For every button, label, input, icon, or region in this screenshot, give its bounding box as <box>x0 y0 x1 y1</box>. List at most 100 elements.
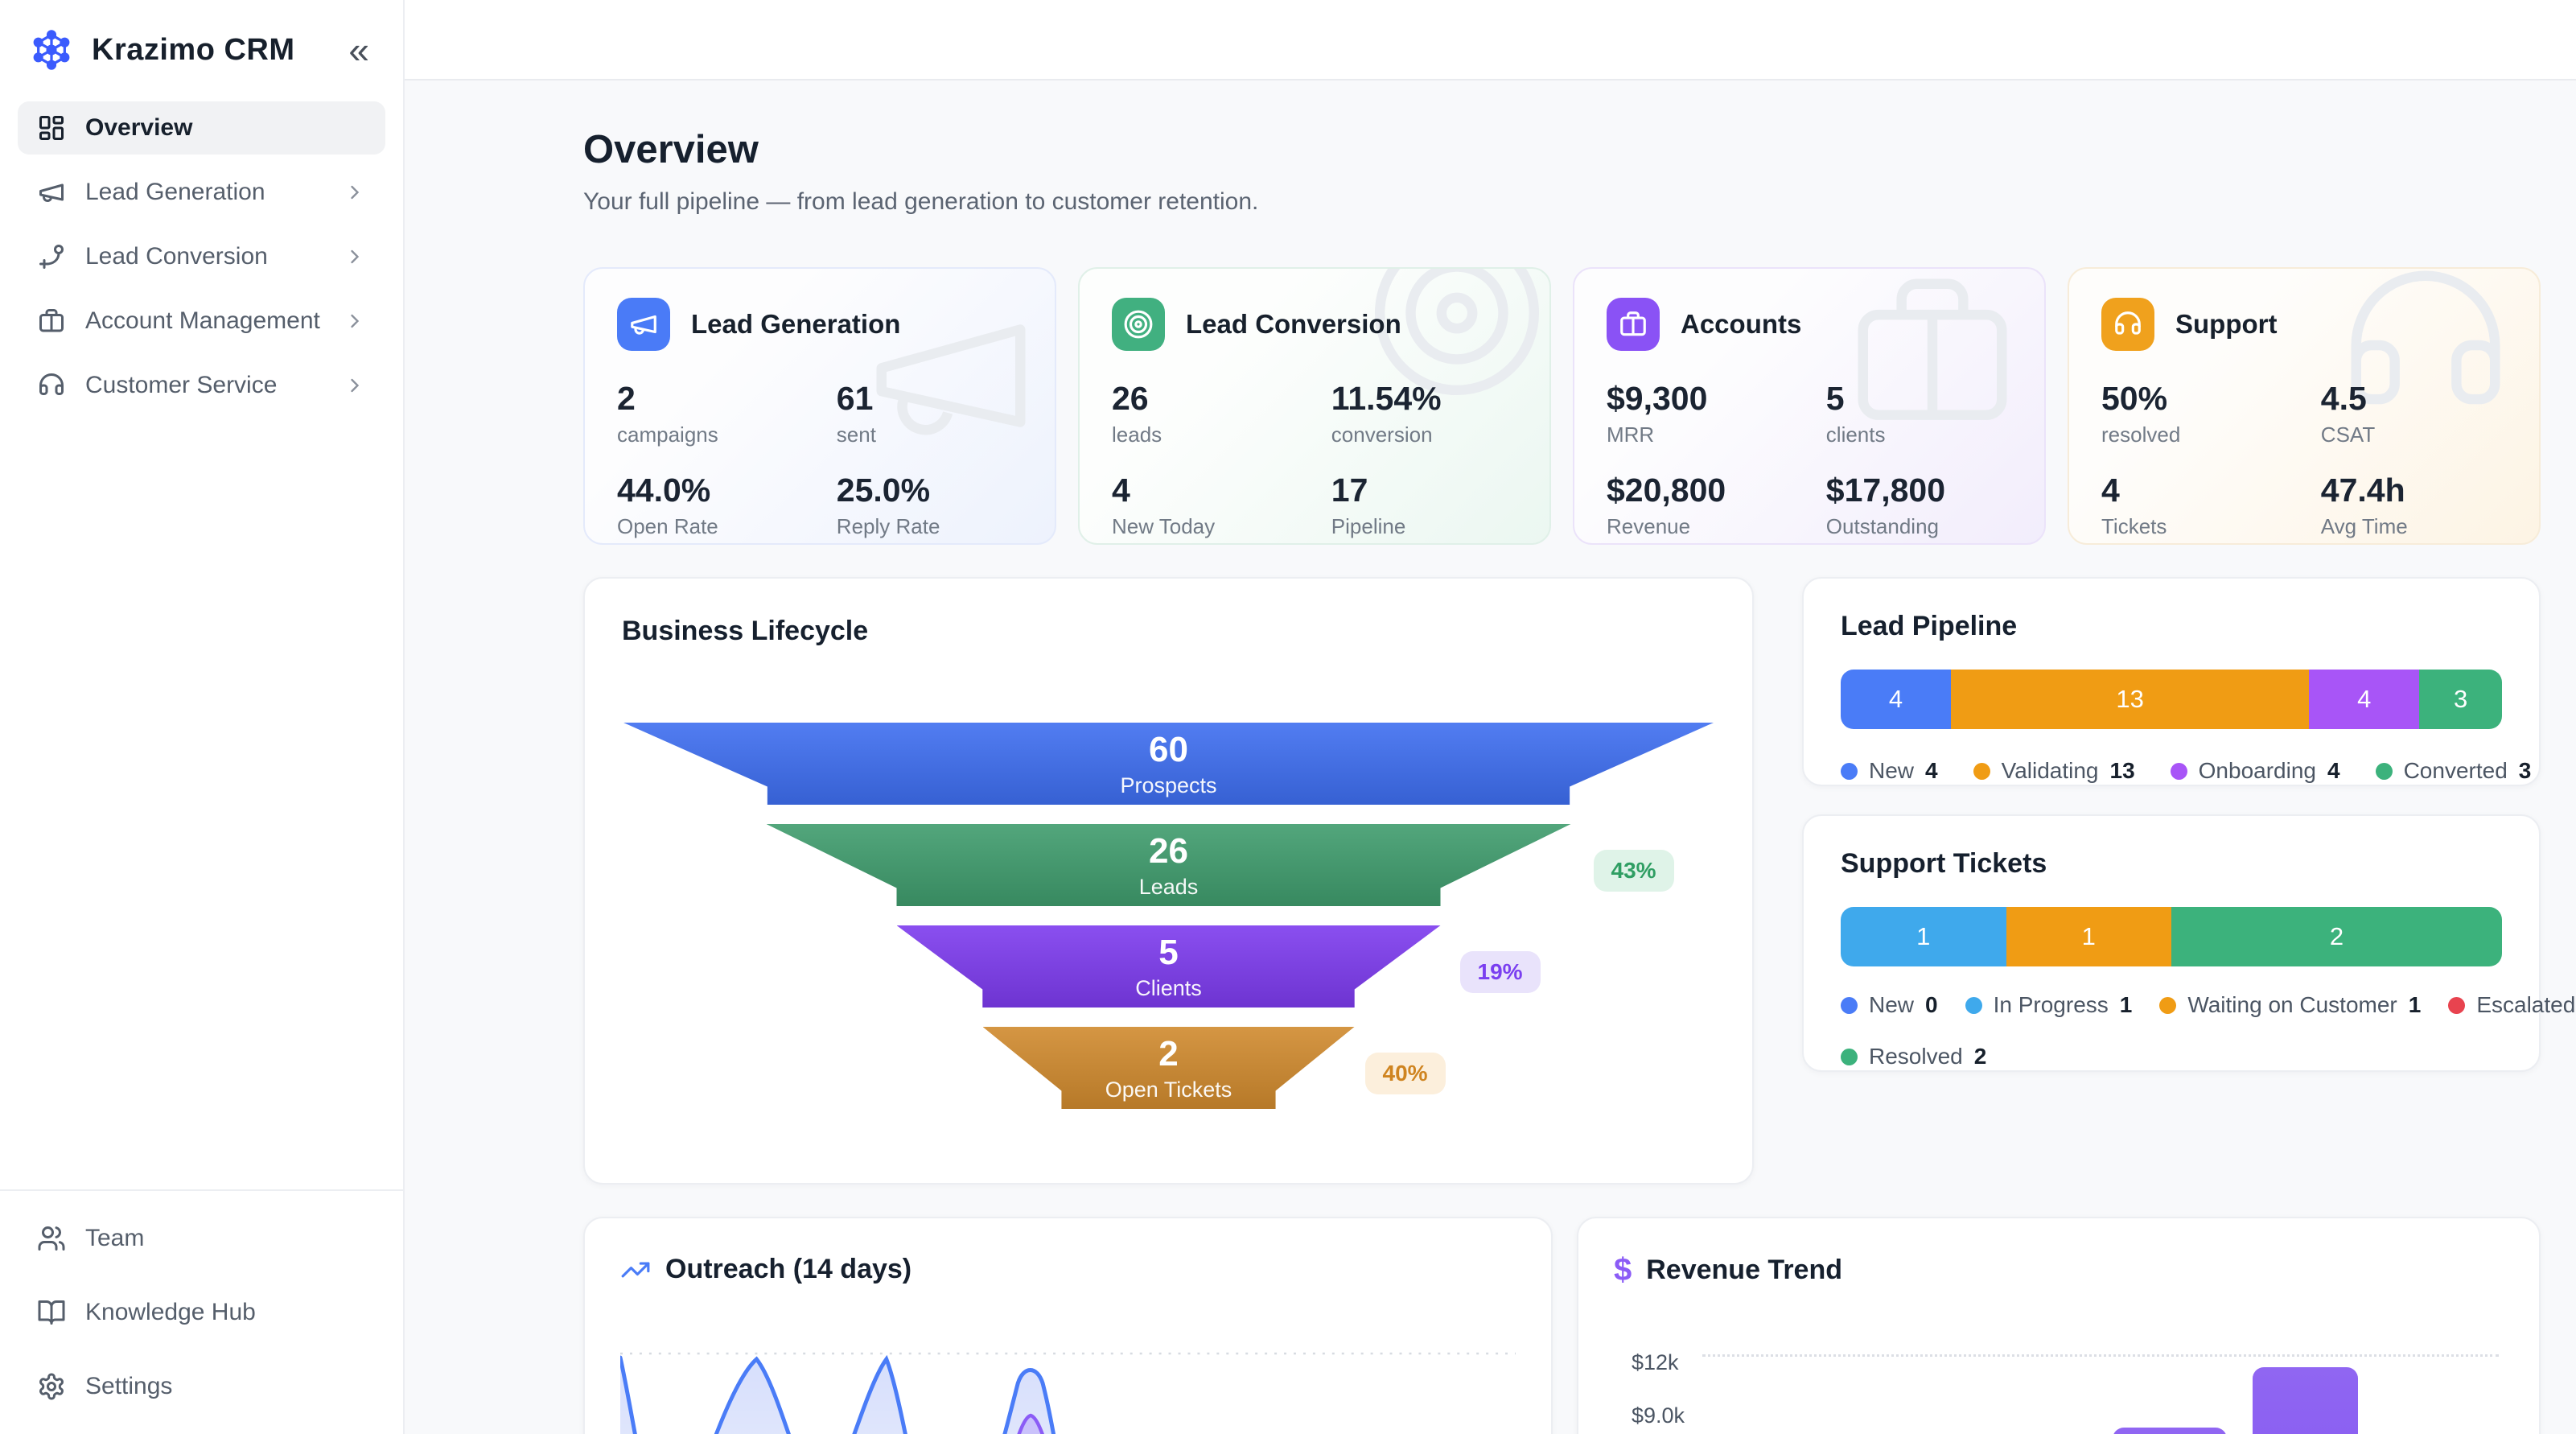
stat-item: 4.5 CSAT <box>2320 380 2376 447</box>
sidebar-footer: Team Knowledge Hub Settings <box>0 1189 403 1421</box>
legend-dot <box>2375 762 2393 780</box>
sidebar-item-label: Customer Service <box>85 372 278 398</box>
headphones-icon <box>37 371 66 400</box>
funnel-stage-prospects: 60 Prospects <box>623 723 1714 805</box>
sidebar-item-label: Knowledge Hub <box>85 1299 256 1325</box>
legend-dot <box>2159 996 2177 1014</box>
stat-card-lead-conversion: Lead Conversion 26 leads 11.54% conversion… <box>1078 267 1551 545</box>
gear-icon <box>37 1372 66 1401</box>
bottom-row: Outreach (14 days) <box>583 1217 2541 1434</box>
conversion-badge: 43% <box>1593 850 1674 892</box>
app-title: Krazimo CRM <box>92 32 295 67</box>
chevron-right-icon <box>344 310 366 332</box>
right-column: Lead Pipeline 4 13 4 3 New 4 Validating 13… <box>1802 577 2575 1072</box>
revenue-title: Revenue Trend <box>1646 1254 1842 1285</box>
lead-pipeline-stacked-bar: 4 13 4 3 <box>1841 670 2502 729</box>
legend-item: Converted 3 <box>2375 758 2531 784</box>
stat-item: $20,800 Revenue <box>1607 472 1726 539</box>
briefcase-watermark-icon <box>1840 269 2025 450</box>
sidebar-item-overview[interactable]: Overview <box>18 101 385 155</box>
target-watermark-icon <box>1364 269 1549 410</box>
bar-segment-onboarding: 4 <box>2309 670 2420 729</box>
sidebar-item-account-management[interactable]: Account Management <box>18 295 385 348</box>
lead-pipeline-title: Lead Pipeline <box>1841 611 2018 641</box>
brand-logo-brain-icon <box>29 27 74 72</box>
target-icon <box>1112 298 1165 351</box>
stat-item: $9,300 MRR <box>1607 380 1708 447</box>
page-title: Overview <box>583 128 759 171</box>
sidebar-item-settings[interactable]: Settings <box>18 1360 385 1413</box>
revenue-bar <box>2253 1367 2358 1434</box>
sidebar-header: Krazimo CRM « <box>0 0 403 93</box>
outreach-chart-card: Outreach (14 days) <box>583 1217 1553 1434</box>
sidebar-item-label: Overview <box>85 114 193 141</box>
conversion-flow-icon <box>37 242 66 271</box>
stat-card-accounts: Accounts $9,300 MRR 5 clients $20,800 Reven… <box>1573 267 2046 545</box>
stat-item: 25.0% Reply Rate <box>836 472 940 539</box>
stat-card-title: Accounts <box>1681 309 1802 339</box>
legend-item: In Progress 1 <box>1965 992 2132 1018</box>
sidebar-item-label: Team <box>85 1225 145 1251</box>
legend-dot <box>1841 1048 1858 1065</box>
legend-item: Escalated0 <box>2448 992 2576 1018</box>
stat-item: 47.4h Avg Time <box>2320 472 2408 539</box>
legend-item: Resolved 2 <box>1841 1044 1986 1069</box>
revenue-trend-card: $ Revenue Trend $12k $9.0k <box>1577 1217 2541 1434</box>
legend-dot <box>1841 996 1858 1014</box>
bar-segment-waiting: 1 <box>2006 907 2171 966</box>
sidebar-item-label: Settings <box>85 1373 173 1399</box>
bar-segment-validating: 13 <box>1951 670 2310 729</box>
briefcase-icon <box>1607 298 1660 351</box>
legend-dot <box>1973 762 1990 780</box>
sidebar-item-team[interactable]: Team <box>18 1212 385 1265</box>
stat-item: 50% resolved <box>2101 380 2181 447</box>
stat-card-title: Lead Conversion <box>1186 309 1401 339</box>
support-tickets-legend-row-1: New 0 In Progress 1 Waiting on Customer 1 E… <box>1841 992 2575 1018</box>
book-open-icon <box>37 1298 66 1327</box>
stat-card-support: Support 50% resolved 4.5 CSAT 4 Tickets 47.… <box>2068 267 2541 545</box>
funnel-title: Business Lifecycle <box>622 616 869 646</box>
y-axis-tick: $12k <box>1632 1350 1679 1374</box>
sidebar-nav: Overview Lead Generation <box>0 93 403 420</box>
legend-item: New 4 <box>1841 758 1938 784</box>
stat-item: 4 Tickets <box>2101 472 2167 539</box>
support-tickets-stacked-bar: 1 1 2 <box>1841 907 2502 966</box>
support-tickets-title: Support Tickets <box>1841 848 2047 879</box>
dollar-icon: $ <box>1614 1252 1632 1288</box>
topbar <box>405 0 2576 80</box>
sidebar-item-customer-service[interactable]: Customer Service <box>18 359 385 412</box>
outreach-area-chart <box>620 1352 1516 1434</box>
stat-card-title: Support <box>2175 309 2278 339</box>
megaphone-icon <box>617 298 670 351</box>
conversion-badge: 40% <box>1364 1053 1446 1094</box>
bar-segment-in-progress: 1 <box>1841 907 2006 966</box>
sidebar-item-knowledge-hub[interactable]: Knowledge Hub <box>18 1286 385 1339</box>
chevron-right-icon <box>344 374 366 397</box>
sidebar-item-lead-generation[interactable]: Lead Generation <box>18 166 385 219</box>
bar-segment-converted: 3 <box>2419 670 2502 729</box>
outreach-title: Outreach (14 days) <box>665 1254 912 1284</box>
megaphone-icon <box>37 178 66 207</box>
y-axis-tick: $9.0k <box>1632 1403 1685 1428</box>
lead-pipeline-card: Lead Pipeline 4 13 4 3 New 4 Validating 13… <box>1802 577 2541 786</box>
bar-segment-new: 4 <box>1841 670 1952 729</box>
gridline <box>1702 1354 2499 1357</box>
main-area: Overview Your full pipeline — from lead … <box>405 0 2576 1434</box>
stat-item: 5 clients <box>1825 380 1886 447</box>
legend-item: Onboarding 4 <box>2170 758 2340 784</box>
stat-item: $17,800 Outstanding <box>1825 472 1946 539</box>
conversion-badge: 19% <box>1459 951 1541 993</box>
megaphone-watermark-icon <box>858 283 1043 472</box>
support-tickets-card: Support Tickets 1 1 2 New 0 In Progress 1 … <box>1802 814 2575 1072</box>
sidebar-collapse-button[interactable]: « <box>344 31 374 68</box>
legend-dot <box>1841 762 1858 780</box>
dashboard-icon <box>37 113 66 142</box>
legend-item: Validating 13 <box>1973 758 2135 784</box>
users-icon <box>37 1224 66 1253</box>
sidebar-item-lead-conversion[interactable]: Lead Conversion <box>18 230 385 283</box>
chevron-right-icon <box>344 245 366 268</box>
bar-segment-resolved: 2 <box>2171 907 2502 966</box>
lead-pipeline-legend: New 4 Validating 13 Onboarding 4 Converted 3 <box>1841 758 2531 784</box>
revenue-bar <box>2113 1428 2227 1434</box>
